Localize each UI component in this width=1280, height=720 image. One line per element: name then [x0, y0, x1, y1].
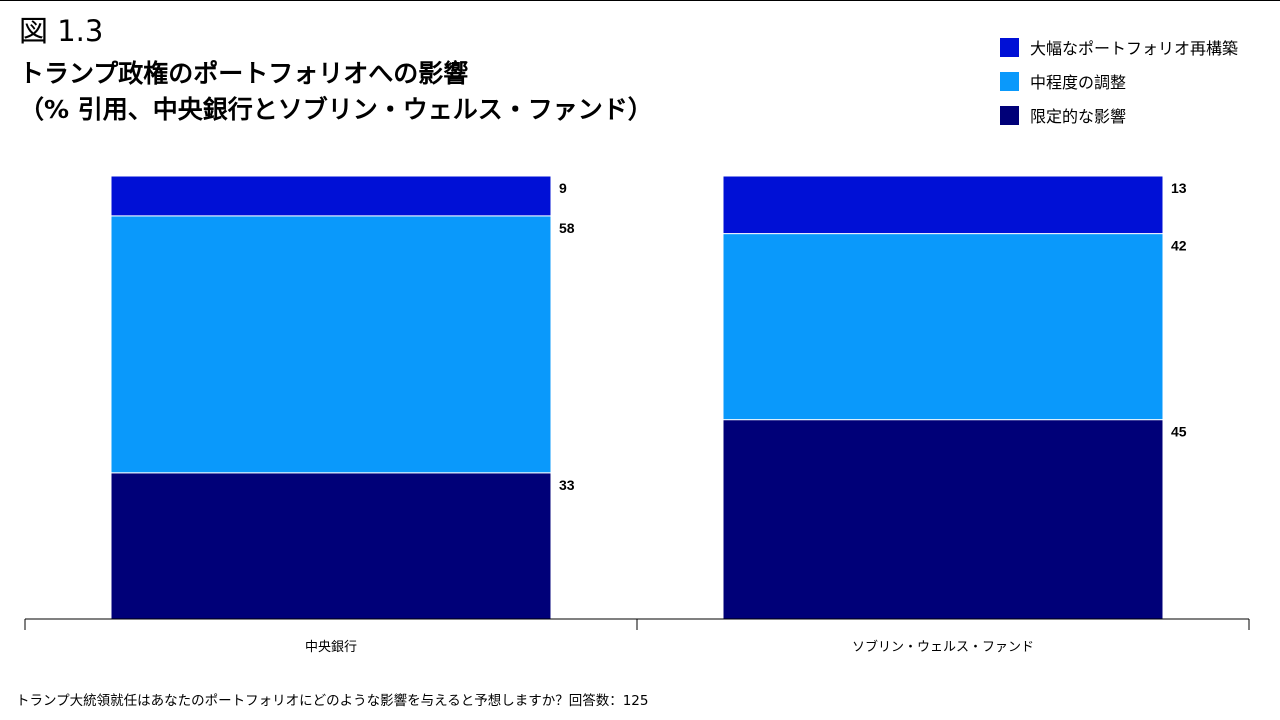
x-axis — [24, 618, 1250, 630]
bar-segment-sovereign-wealth-fund-limited-impact — [722, 419, 1164, 620]
legend: 大幅なポートフォリオ再構築 中程度の調整 限定的な影響 — [1000, 30, 1238, 132]
value-label-central-bank-moderate-adjustment: 58 — [559, 220, 575, 236]
bar-group — [110, 175, 1164, 620]
value-label-sovereign-wealth-fund-moderate-adjustment: 42 — [1171, 238, 1187, 254]
legend-swatch-major-rebuild — [1000, 37, 1019, 57]
bar-segment-sovereign-wealth-fund-moderate-adjustment — [722, 233, 1164, 421]
footnote: トランプ大統領就任はあなたのポートフォリオにどのような影響を与えると予想しますか… — [16, 693, 649, 709]
value-label-sovereign-wealth-fund-major-rebuild: 13 — [1171, 180, 1187, 196]
legend-item-moderate-adjustment: 中程度の調整 — [1000, 64, 1238, 98]
top-rule — [0, 0, 1280, 1]
legend-label-limited-impact: 限定的な影響 — [1030, 107, 1127, 126]
chart-title-line-1: トランプ政権のポートフォリオへの影響 — [19, 59, 469, 88]
legend-item-major-rebuild: 大幅なポートフォリオ再構築 — [1000, 30, 1238, 64]
figure-label: 図 1.3 — [19, 14, 104, 48]
legend-swatch-moderate-adjustment — [1000, 71, 1019, 91]
legend-item-limited-impact: 限定的な影響 — [1000, 98, 1238, 132]
value-label-central-bank-limited-impact: 33 — [559, 477, 575, 493]
legend-swatch-limited-impact — [1000, 105, 1019, 125]
bar-segment-sovereign-wealth-fund-major-rebuild — [722, 175, 1164, 235]
bar-segment-central-bank-major-rebuild — [110, 175, 552, 217]
chart-title-line-2: （% 引用、中央銀行とソブリン・ウェルス・ファンド） — [19, 95, 653, 124]
category-label-central-bank: 中央銀行 — [305, 640, 357, 655]
label-group: 33 58 9 中央銀行 45 42 13 ソブリン・ウェルス・ファンド — [305, 180, 1187, 655]
chart-title: トランプ政権のポートフォリオへの影響 （% 引用、中央銀行とソブリン・ウェルス・… — [19, 56, 653, 128]
category-label-sovereign-wealth-fund: ソブリン・ウェルス・ファンド — [852, 639, 1034, 655]
bar-segment-central-bank-moderate-adjustment — [110, 215, 552, 474]
legend-label-moderate-adjustment: 中程度の調整 — [1030, 73, 1127, 92]
legend-label-major-rebuild: 大幅なポートフォリオ再構築 — [1030, 39, 1239, 58]
value-label-central-bank-major-rebuild: 9 — [559, 180, 567, 196]
bar-segment-central-bank-limited-impact — [110, 472, 552, 620]
value-label-sovereign-wealth-fund-limited-impact: 45 — [1171, 424, 1187, 440]
